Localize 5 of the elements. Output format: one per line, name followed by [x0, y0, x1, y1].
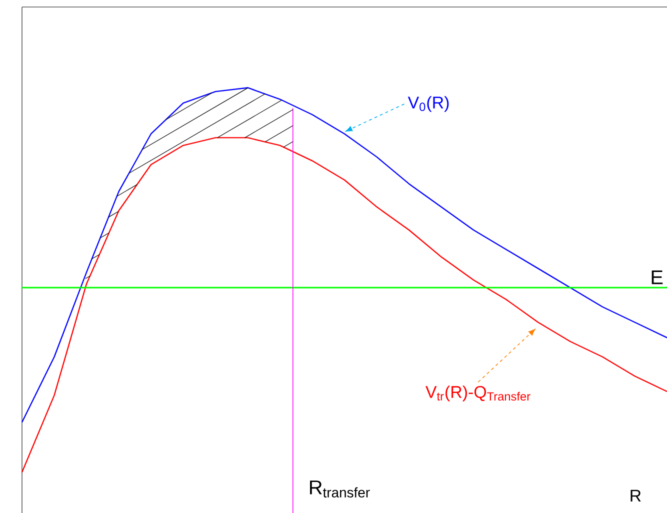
text: V$_{tr}$(R)-Q$_{Transfer}$ — [426, 386, 530, 402]
ref-line-label: E — [652, 270, 663, 284]
x-axis-title: R — [630, 490, 641, 502]
text: R$_{transfer}$ — [310, 480, 370, 498]
text: V$_{0}$(R) — [408, 96, 449, 112]
